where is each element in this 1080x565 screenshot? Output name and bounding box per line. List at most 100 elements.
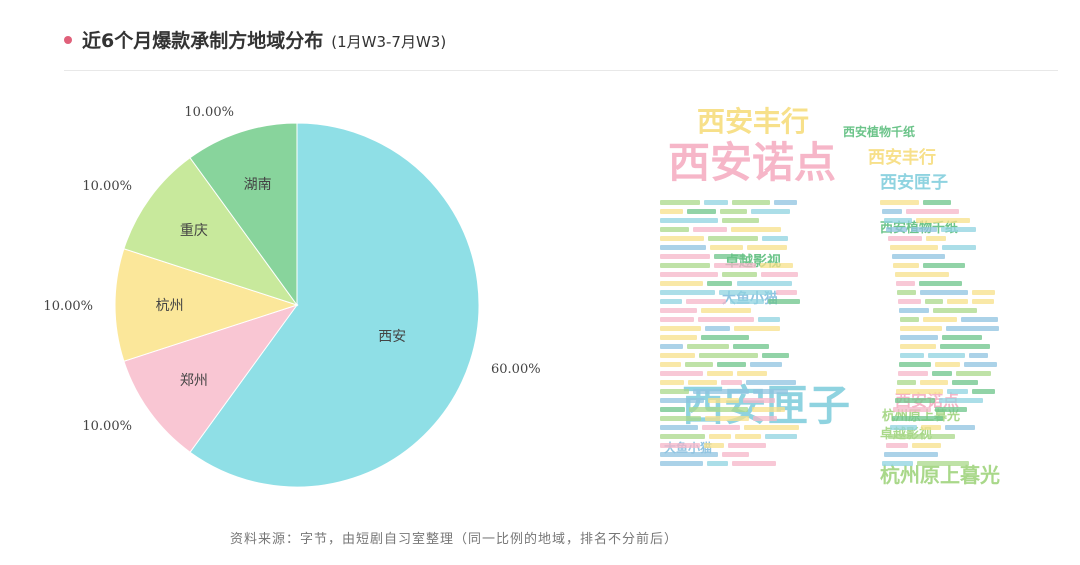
word-cloud-small-word bbox=[742, 398, 776, 403]
word-cloud-small-word bbox=[660, 443, 700, 448]
word-cloud-small-word bbox=[971, 389, 995, 394]
word-cloud-small-word bbox=[687, 209, 717, 214]
word-cloud-small-word bbox=[660, 452, 719, 457]
word-cloud-small-word bbox=[750, 209, 791, 214]
word-cloud-small-word bbox=[708, 434, 731, 439]
word-cloud-small-word bbox=[686, 299, 726, 304]
word-cloud-small-word bbox=[706, 461, 728, 466]
word-cloud-small-word bbox=[969, 353, 988, 358]
word-cloud-small-word bbox=[733, 344, 769, 349]
bullet-dot-icon bbox=[64, 36, 72, 44]
word-cloud-small-word bbox=[698, 353, 759, 358]
word-cloud-small-word bbox=[731, 461, 777, 466]
word-cloud-small-word bbox=[900, 335, 938, 340]
word-cloud-small-word bbox=[660, 254, 710, 259]
word-cloud-small-word bbox=[896, 281, 915, 286]
word-cloud-small-word bbox=[693, 227, 727, 232]
word-cloud-small-word bbox=[721, 380, 743, 385]
word-cloud-small-word bbox=[916, 218, 970, 223]
word-cloud-small-word bbox=[660, 371, 703, 376]
word-cloud-small-word bbox=[892, 416, 944, 421]
word-cloud-small-word bbox=[888, 434, 925, 439]
word-cloud-small-word bbox=[700, 335, 749, 340]
word-cloud-small-word bbox=[760, 272, 799, 277]
word-cloud-small-word bbox=[940, 344, 990, 349]
pie-slice-4 bbox=[189, 122, 298, 307]
word-cloud-small-word bbox=[757, 317, 781, 322]
word-cloud-small-word bbox=[660, 245, 706, 250]
word-cloud-small-word bbox=[660, 299, 683, 304]
word-cloud-small-word bbox=[722, 452, 750, 457]
word-cloud-small-word bbox=[895, 272, 949, 277]
word-cloud-small-word bbox=[752, 389, 788, 394]
word-cloud-small-word bbox=[920, 380, 949, 385]
word-cloud-small-word bbox=[926, 236, 946, 241]
word-cloud-small-word bbox=[762, 353, 789, 358]
word-cloud-small-word bbox=[732, 200, 770, 205]
word-cloud-small-word bbox=[660, 236, 705, 241]
word-cloud-small-word bbox=[897, 380, 917, 385]
word-cloud-small-word bbox=[935, 362, 960, 367]
pie-category-label: 西安 bbox=[378, 329, 406, 345]
word-cloud-small-word bbox=[722, 218, 759, 223]
word-cloud-small-word bbox=[707, 281, 733, 286]
word-cloud-small-word bbox=[892, 254, 945, 259]
pie-value-label: 10.00% bbox=[184, 105, 234, 120]
pie-value-label: 10.00% bbox=[82, 419, 132, 434]
word-cloud-small-word bbox=[734, 434, 761, 439]
pie-category-label: 湖南 bbox=[244, 177, 272, 193]
word-cloud-small-word bbox=[886, 227, 907, 232]
word-cloud-small-word bbox=[886, 443, 908, 448]
word-cloud-small-word bbox=[910, 227, 938, 232]
word-cloud-small-word bbox=[888, 236, 923, 241]
word-cloud-small-word bbox=[727, 443, 766, 448]
pie-category-label: 重庆 bbox=[180, 223, 208, 239]
word-cloud-small-word bbox=[730, 227, 782, 232]
word-cloud-small-word bbox=[707, 398, 739, 403]
word-cloud-small-word bbox=[898, 299, 921, 304]
divider bbox=[64, 70, 1058, 71]
pie-slice-1 bbox=[123, 304, 299, 453]
word-cloud-small-word bbox=[941, 335, 983, 340]
word-cloud-small-word bbox=[660, 434, 705, 439]
word-cloud-small-word bbox=[931, 371, 953, 376]
word-cloud-small-word bbox=[899, 362, 932, 367]
header: 近6个月爆款承制方地域分布 (1月W3-7月W3) bbox=[64, 26, 446, 53]
word-cloud-small-word bbox=[919, 290, 968, 295]
word-cloud-small-word bbox=[660, 317, 695, 322]
word-cloud-small-word bbox=[946, 299, 969, 304]
word-cloud-small-word bbox=[701, 425, 740, 430]
word-cloud-small-word bbox=[900, 344, 937, 349]
word-cloud-word: 西安丰行 bbox=[697, 105, 810, 138]
word-cloud-small-word bbox=[750, 362, 783, 367]
word-cloud-small-word bbox=[737, 371, 768, 376]
word-cloud-word: 西安诺点 bbox=[668, 138, 837, 187]
word-cloud-small-word bbox=[716, 362, 747, 367]
word-cloud-small-word bbox=[689, 407, 748, 412]
word-cloud-small-word bbox=[713, 254, 745, 259]
word-cloud-small-word bbox=[963, 362, 997, 367]
word-cloud-small-word bbox=[898, 371, 928, 376]
word-cloud-small-word bbox=[706, 371, 734, 376]
word-cloud-small-word bbox=[890, 425, 917, 430]
word-cloud-small-word bbox=[729, 299, 764, 304]
word-cloud-small-word bbox=[935, 407, 968, 412]
word-cloud-small-word bbox=[751, 407, 786, 412]
word-cloud-small-word bbox=[960, 317, 999, 322]
word-cloud-small-word bbox=[971, 290, 995, 295]
word-cloud-small-word bbox=[956, 371, 991, 376]
word-cloud-small-word bbox=[899, 308, 930, 313]
word-cloud-small-word bbox=[743, 425, 800, 430]
word-cloud-small-word bbox=[660, 218, 719, 223]
word-cloud-small-word bbox=[700, 308, 751, 313]
word-cloud-small-word bbox=[660, 407, 686, 412]
word-cloud-small-word bbox=[660, 308, 697, 313]
word-cloud-small-word bbox=[660, 353, 695, 358]
word-cloud-word: 杭州原上暮光 bbox=[880, 463, 1000, 487]
word-cloud-small-word bbox=[896, 389, 943, 394]
pie-category-label: 郑州 bbox=[180, 373, 208, 389]
word-cloud-small-word bbox=[952, 380, 979, 385]
word-cloud-small-word bbox=[709, 245, 743, 250]
word-cloud-small-word bbox=[708, 236, 759, 241]
